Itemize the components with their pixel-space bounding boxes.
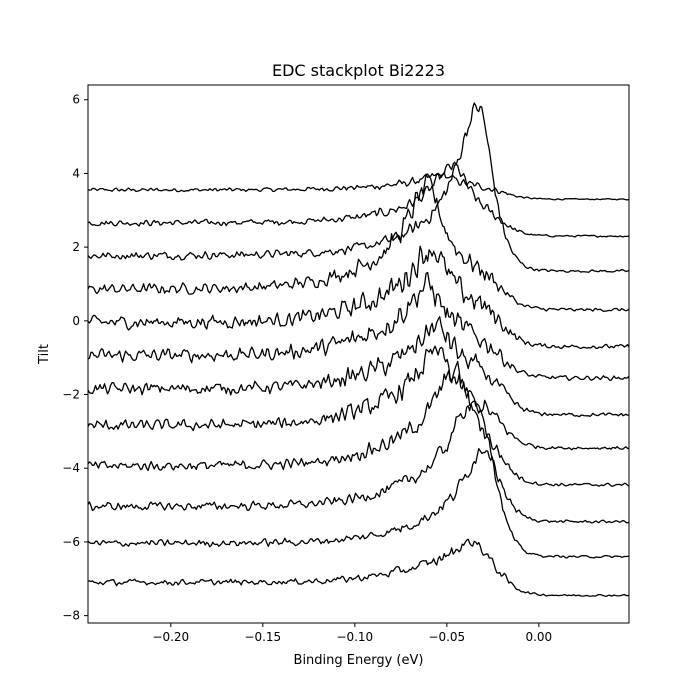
y-tick-label: 0 (72, 314, 80, 328)
y-tick-label: −2 (62, 388, 80, 402)
x-axis-ticks: −0.20 −0.15 −0.10 −0.05 0.00 (152, 623, 552, 644)
y-tick-label: −8 (62, 609, 80, 623)
x-tick-label: −0.15 (244, 630, 281, 644)
y-tick-label: 2 (72, 240, 80, 254)
y-tick-label: −6 (62, 535, 80, 549)
x-tick-label: 0.00 (525, 630, 552, 644)
edc-series-line-8 (87, 345, 630, 451)
edc-series-line-10 (87, 400, 630, 524)
x-tick-label: −0.20 (152, 630, 189, 644)
y-axis-label: Tilt (37, 344, 52, 365)
y-axis-ticks: 6 4 2 0 −2 −4 −6 −8 (62, 93, 88, 623)
x-tick-label: −0.10 (336, 630, 373, 644)
edc-series-line-6 (87, 271, 630, 381)
edc-series-line-11 (87, 448, 630, 559)
x-tick-label: −0.05 (428, 630, 465, 644)
edc-series-line-5 (87, 245, 630, 350)
edc-curves (87, 102, 630, 597)
y-tick-label: 6 (72, 93, 80, 107)
edc-series-line-9 (87, 360, 630, 487)
y-tick-label: 4 (72, 166, 80, 180)
edc-series-line-3 (87, 102, 630, 273)
chart-title: EDC stackplot Bi2223 (272, 61, 445, 80)
edc-series-line-7 (87, 315, 630, 418)
y-tick-label: −4 (62, 461, 80, 475)
x-axis-label: Binding Energy (eV) (294, 653, 424, 668)
plot-area-frame (87, 84, 630, 624)
edc-series-line-1 (87, 171, 630, 201)
edc-series-line-4 (87, 173, 630, 312)
edc-series-line-12 (87, 538, 630, 597)
edc-series-line-2 (87, 161, 630, 238)
